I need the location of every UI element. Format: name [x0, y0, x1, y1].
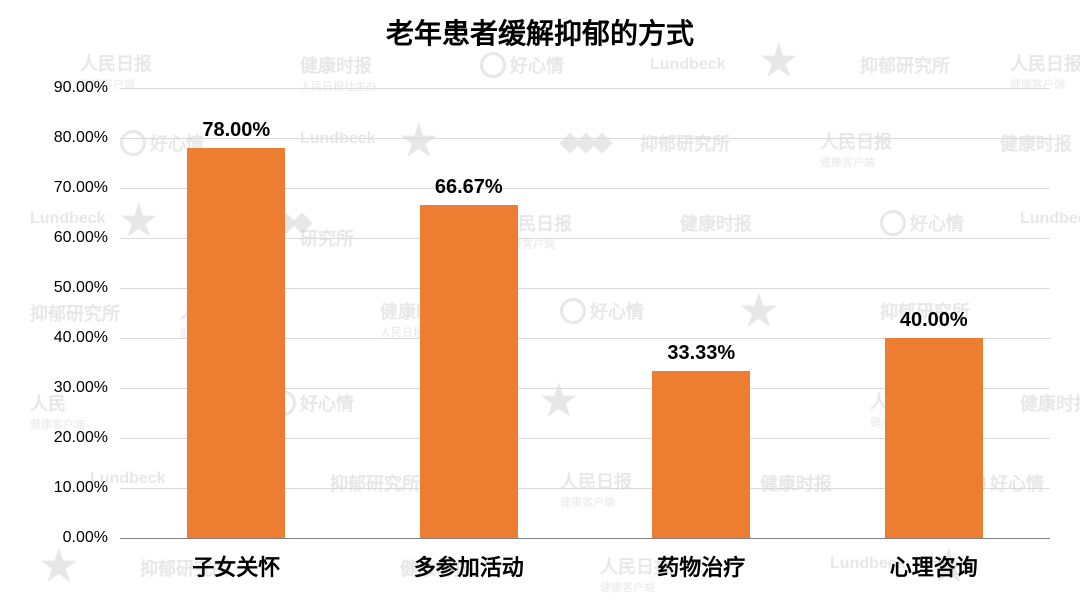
y-tick-label: 10.00%: [0, 479, 108, 497]
x-tick-label: 心理咨询: [890, 550, 978, 582]
watermark: 抑郁研究所: [30, 300, 120, 326]
watermark: 人民日报健康客户端: [1010, 50, 1080, 92]
y-tick-label: 0.00%: [0, 529, 108, 547]
chart-container: 人民日报健康客户端健康时报人民日报社主办好心情Lundbeck★抑郁研究所人民日…: [0, 0, 1080, 608]
x-tick-label: 子女关怀: [192, 550, 280, 582]
y-tick-label: 40.00%: [0, 329, 108, 347]
bar: [885, 338, 983, 538]
y-tick-label: 20.00%: [0, 429, 108, 447]
bar-value-label: 40.00%: [900, 309, 968, 332]
y-tick-label: 80.00%: [0, 129, 108, 147]
watermark: 好心情: [480, 52, 564, 78]
y-tick-label: 60.00%: [0, 229, 108, 247]
y-tick-label: 70.00%: [0, 179, 108, 197]
y-tick-label: 30.00%: [0, 379, 108, 397]
x-tick-label: 药物治疗: [657, 550, 745, 582]
chart-title: 老年患者缓解抑郁的方式: [0, 12, 1080, 52]
bar: [187, 148, 285, 538]
bar: [420, 205, 518, 538]
y-tick-label: 50.00%: [0, 279, 108, 297]
plot-area: 78.00% 66.67% 33.33% 40.00%: [120, 88, 1050, 538]
gridline: [120, 88, 1050, 89]
watermark: Lundbeck: [650, 56, 726, 74]
y-tick-label: 90.00%: [0, 79, 108, 97]
watermark: 抑郁研究所: [860, 52, 950, 78]
watermark: ★: [40, 545, 78, 587]
bar-value-label: 78.00%: [202, 119, 270, 142]
x-tick-label: 多参加活动: [414, 550, 524, 582]
bar: [652, 371, 750, 538]
gridline: [120, 538, 1050, 539]
bar-value-label: 66.67%: [435, 176, 503, 199]
watermark: Lundbeck: [30, 210, 106, 228]
bar-value-label: 33.33%: [667, 342, 735, 365]
